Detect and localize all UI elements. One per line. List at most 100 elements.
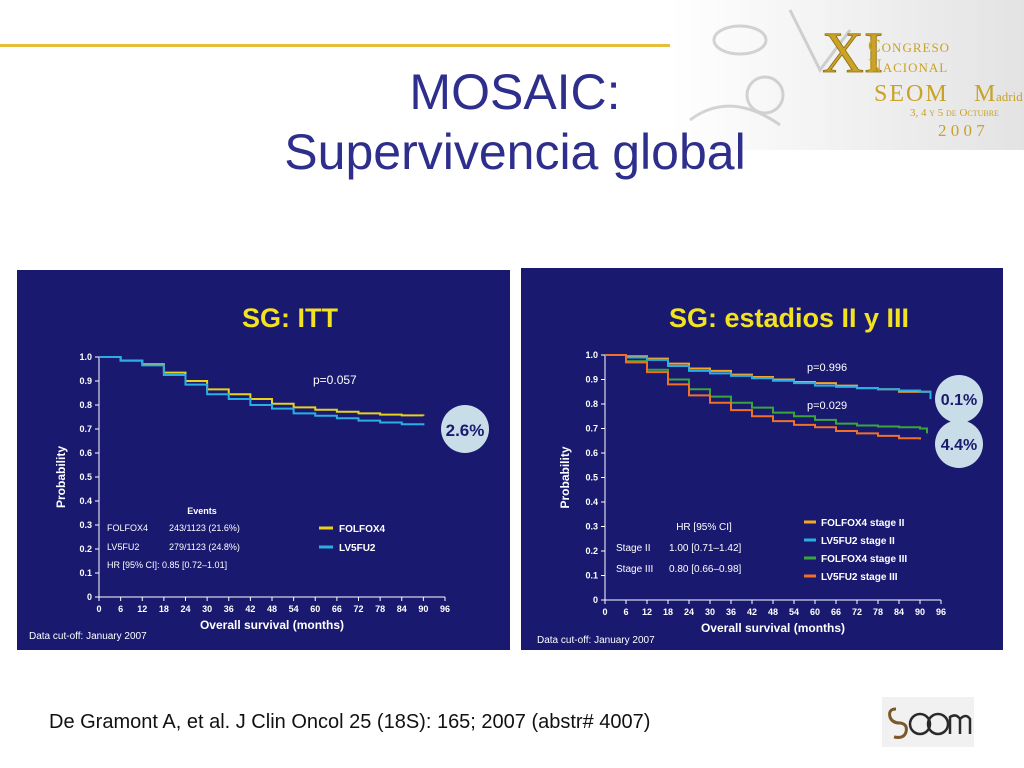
legend-label: LV5FU2 stage III	[821, 572, 898, 583]
x-tick-label: 6	[623, 607, 628, 617]
congress-dates: 3, 4 y 5 de Octubre	[910, 107, 999, 119]
x-tick-label: 42	[747, 607, 757, 617]
x-tick-label: 36	[224, 604, 234, 614]
survival-curve-line	[99, 356, 425, 417]
congress-logo: XI Congreso Nacional SEOM M adrid 3, 4 y…	[670, 0, 1024, 150]
y-tick-label: 0.2	[585, 546, 598, 556]
y-tick-label: 0.5	[585, 473, 598, 483]
x-tick-label: 78	[375, 604, 385, 614]
y-tick-label: 1.0	[585, 350, 598, 360]
x-tick-label: 66	[831, 607, 841, 617]
events-hr: HR [95% CI]: 0.85 [0.72–1.01]	[107, 560, 227, 570]
congress-year: 2 0 0 7	[938, 121, 985, 140]
hr-title: HR [95% CI]	[676, 522, 732, 533]
x-axis-label: Overall survival (months)	[701, 621, 845, 635]
congress-org: SEOM	[874, 81, 949, 107]
x-tick-label: 6	[118, 604, 123, 614]
x-tick-label: 90	[418, 604, 428, 614]
legend-label: FOLFOX4 stage II	[821, 518, 905, 529]
y-tick-label: 0.1	[585, 571, 598, 581]
p-value-label: p=0.029	[807, 400, 847, 412]
x-tick-label: 30	[202, 604, 212, 614]
chart-panel-stages: SG: estadios II y III 0 6 12 18 24 30 36 42 48 54…	[521, 268, 1003, 650]
data-cutoff: Data cut-off: January 2007	[29, 631, 147, 642]
y-tick-label: 0.9	[585, 375, 598, 385]
x-tick-label: 42	[245, 604, 255, 614]
survival-curve-line	[605, 354, 932, 400]
x-tick-label: 0	[96, 604, 101, 614]
events-title: Events	[187, 506, 217, 516]
hr-row-name: Stage II	[616, 543, 650, 554]
x-tick-label: 78	[873, 607, 883, 617]
events-row-name: FOLFOX4	[107, 523, 148, 533]
legend-label: FOLFOX4 stage III	[821, 554, 907, 565]
congress-line1: Congreso	[868, 36, 950, 57]
y-tick-label: 1.0	[79, 352, 92, 362]
x-tick-label: 36	[726, 607, 736, 617]
x-tick-label: 72	[852, 607, 862, 617]
y-tick-label: 0.6	[585, 448, 598, 458]
x-tick-label: 84	[397, 604, 407, 614]
x-tick-label: 12	[642, 607, 652, 617]
y-tick-label: 0.8	[79, 400, 92, 410]
x-tick-label: 96	[936, 607, 946, 617]
hr-row-value: 1.00 [0.71–1.42]	[669, 543, 742, 554]
hr-row-name: Stage III	[616, 564, 653, 575]
x-tick-label: 0	[602, 607, 607, 617]
x-tick-label: 48	[267, 604, 277, 614]
events-row-name: LV5FU2	[107, 542, 139, 552]
x-tick-label: 18	[663, 607, 673, 617]
congress-city: adrid	[996, 89, 1023, 104]
congress-line2: Nacional	[868, 56, 948, 77]
legend-label: LV5FU2	[339, 543, 376, 554]
congress-roman: XI	[822, 20, 883, 85]
seom-logo-icon	[882, 697, 974, 747]
survival-chart-itt: SG: ITT 0 6 12 18 24 30 36 42 48 54 60 66 72 78 84 90 96…	[29, 303, 489, 642]
x-tick-label: 24	[684, 607, 694, 617]
x-tick-label: 90	[915, 607, 925, 617]
difference-bubble	[441, 405, 489, 453]
x-tick-label: 72	[353, 604, 363, 614]
y-tick-label: 0.4	[79, 496, 92, 506]
hr-row-value: 0.80 [0.66–0.98]	[669, 564, 742, 575]
survival-chart-stages: SG: estadios II y III 0 6 12 18 24 30 36 42 48 54…	[537, 303, 983, 646]
difference-bubble	[935, 375, 983, 423]
y-tick-label: 0.3	[585, 522, 598, 532]
events-row-value: 243/1123 (21.6%)	[169, 523, 240, 533]
y-axis-label: Probability	[54, 446, 68, 508]
x-tick-label: 66	[332, 604, 342, 614]
chart-title: SG: estadios II y III	[669, 303, 909, 333]
y-tick-label: 0.6	[79, 448, 92, 458]
y-tick-label: 0.9	[79, 376, 92, 386]
legend-label: FOLFOX4	[339, 524, 386, 535]
survival-curve-line	[605, 354, 921, 440]
difference-label: 0.1%	[941, 392, 977, 409]
p-value-label: p=0.996	[807, 362, 847, 374]
y-tick-label: 0.7	[79, 424, 92, 434]
y-tick-label: 0.4	[585, 497, 598, 507]
x-tick-label: 18	[159, 604, 169, 614]
data-cutoff: Data cut-off: January 2007	[537, 635, 655, 646]
events-row-value: 279/1123 (24.8%)	[169, 542, 240, 552]
x-tick-label: 84	[894, 607, 904, 617]
y-tick-label: 0.2	[79, 544, 92, 554]
slide-title: MOSAIC: Supervivencia global	[195, 62, 835, 182]
x-tick-label: 54	[289, 604, 299, 614]
survival-curve-line	[99, 356, 425, 426]
chart-panel-itt: SG: ITT 0 6 12 18 24 30 36 42 48 54 60 66 72 78 84 90 96…	[17, 270, 510, 650]
title-line-1: MOSAIC:	[409, 64, 621, 120]
difference-bubble	[935, 420, 983, 468]
y-tick-label: 0.5	[79, 472, 92, 482]
p-value-label: p=0.057	[313, 373, 357, 387]
x-tick-label: 60	[310, 604, 320, 614]
x-tick-label: 96	[440, 604, 450, 614]
x-axis-label: Overall survival (months)	[200, 618, 344, 632]
x-tick-label: 54	[789, 607, 799, 617]
x-tick-label: 60	[810, 607, 820, 617]
svg-text:M: M	[974, 81, 995, 107]
y-tick-label: 0.1	[79, 568, 92, 578]
y-tick-label: 0.7	[585, 424, 598, 434]
y-tick-label: 0.8	[585, 399, 598, 409]
header-rule	[0, 44, 770, 47]
chart-title: SG: ITT	[242, 303, 338, 333]
